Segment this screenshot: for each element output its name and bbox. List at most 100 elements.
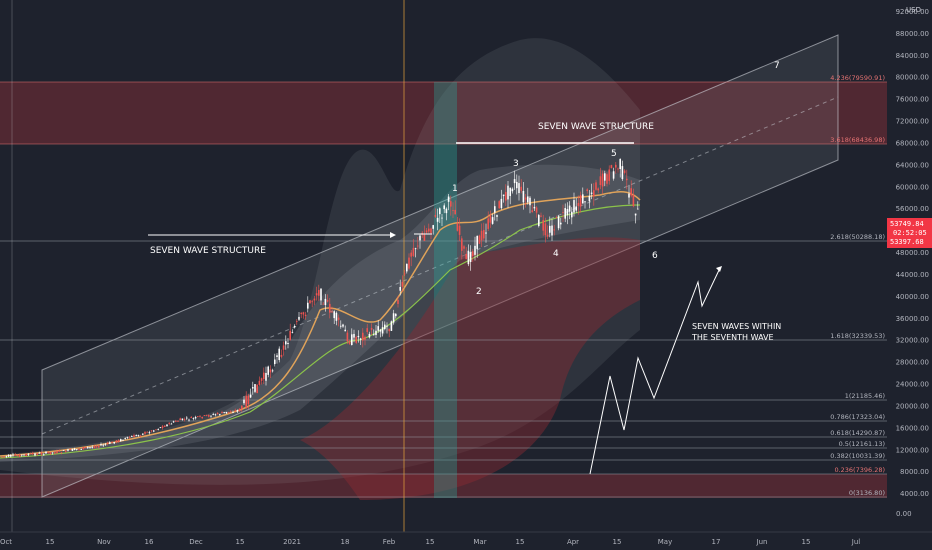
candle-body bbox=[104, 444, 107, 446]
candle-body bbox=[10, 455, 12, 457]
candle-body bbox=[538, 215, 540, 227]
y-tick-label: 8000.00 bbox=[900, 468, 929, 476]
candle-body bbox=[610, 165, 613, 169]
candle-body bbox=[291, 331, 294, 333]
candle-body bbox=[122, 439, 124, 441]
candle-body bbox=[456, 223, 459, 231]
candle-body bbox=[557, 216, 560, 229]
candle-body bbox=[117, 440, 120, 443]
candle-body bbox=[95, 446, 98, 447]
candle-body bbox=[84, 446, 87, 448]
candle-body bbox=[443, 205, 445, 210]
candle-body bbox=[280, 354, 283, 357]
candle-body bbox=[546, 234, 549, 237]
candle-body bbox=[480, 230, 483, 241]
y-tick-label: 12000.00 bbox=[896, 446, 929, 454]
candle-body bbox=[364, 336, 366, 340]
candle-body bbox=[392, 313, 395, 323]
candle-body bbox=[386, 325, 388, 327]
candle-body bbox=[109, 442, 111, 444]
candle-body bbox=[32, 452, 34, 455]
candle-body bbox=[315, 293, 318, 296]
candle-body bbox=[166, 424, 168, 427]
candle-body bbox=[29, 453, 32, 455]
candle-body bbox=[403, 273, 406, 275]
x-tick-label: 15 bbox=[426, 538, 435, 546]
candle-body bbox=[324, 298, 327, 305]
x-tick-label: 18 bbox=[341, 538, 350, 546]
candle-body bbox=[144, 432, 146, 434]
candle-body bbox=[412, 247, 415, 256]
time-axis[interactable] bbox=[0, 532, 932, 550]
fib-level-label: 0.236(7396.28) bbox=[834, 466, 885, 474]
y-tick-label: 4000.00 bbox=[900, 490, 929, 498]
fib-level-label: 2.618(50288.18) bbox=[830, 233, 885, 241]
candle-body bbox=[210, 415, 212, 417]
candle-body bbox=[214, 414, 217, 416]
candle-body bbox=[472, 251, 474, 257]
wave-label-4: 4 bbox=[553, 249, 559, 259]
candle-body bbox=[137, 435, 140, 436]
candle-body bbox=[357, 335, 360, 338]
y-tick-label: 60000.00 bbox=[896, 183, 929, 191]
candle-body bbox=[21, 454, 23, 456]
candle-body bbox=[373, 334, 375, 336]
candle-body bbox=[34, 453, 36, 456]
y-tick-label: 44000.00 bbox=[896, 271, 929, 279]
candle-body bbox=[527, 196, 529, 203]
candle-body bbox=[243, 399, 245, 404]
fib-level-label: 0.786(17323.04) bbox=[830, 413, 885, 421]
candle-body bbox=[595, 182, 597, 190]
candle-body bbox=[417, 245, 419, 247]
candle-body bbox=[23, 454, 25, 456]
candle-body bbox=[408, 257, 410, 269]
annotation-seven-wave-left: SEVEN WAVE STRUCTURE bbox=[150, 246, 266, 256]
candle-body bbox=[271, 370, 274, 372]
candle-body bbox=[115, 440, 118, 442]
candle-body bbox=[274, 359, 276, 365]
candle-body bbox=[80, 449, 82, 450]
candle-body bbox=[485, 232, 487, 234]
candle-body bbox=[298, 316, 300, 320]
candle-body bbox=[102, 444, 104, 446]
candle-body bbox=[254, 384, 256, 392]
candle-body bbox=[375, 330, 377, 335]
y-tick-label: 84000.00 bbox=[896, 52, 929, 60]
candle-body bbox=[566, 209, 569, 216]
x-tick-label: 15 bbox=[236, 538, 245, 546]
price-axis[interactable] bbox=[887, 0, 932, 532]
candle-body bbox=[483, 229, 485, 239]
candle-body bbox=[571, 211, 573, 218]
candle-body bbox=[232, 412, 234, 413]
candle-body bbox=[113, 442, 115, 444]
fib-level-label: 1(21185.46) bbox=[845, 392, 885, 400]
candle-body bbox=[335, 312, 338, 321]
candle-body bbox=[414, 248, 417, 250]
candle-body bbox=[98, 445, 100, 448]
fib-lines bbox=[0, 81, 887, 498]
candle-body bbox=[300, 312, 302, 314]
moving-average-orange bbox=[0, 190, 641, 457]
fib-level-label: 0(3136.80) bbox=[849, 489, 885, 497]
y-tick-label: 72000.00 bbox=[896, 118, 929, 126]
candle-body bbox=[258, 380, 261, 385]
candle-body bbox=[507, 185, 509, 200]
candle-body bbox=[225, 411, 228, 414]
candle-body bbox=[67, 449, 69, 451]
x-tick-label: Mar bbox=[473, 538, 486, 546]
candle-body bbox=[62, 450, 65, 451]
candle-body bbox=[203, 415, 206, 417]
candle-body bbox=[432, 225, 434, 229]
x-tick-label: 15 bbox=[516, 538, 525, 546]
fib-zone-upper bbox=[0, 82, 887, 144]
moving-average-green bbox=[0, 204, 641, 459]
fib-level-label: 3.618(68436.98) bbox=[830, 136, 885, 144]
candle-body bbox=[309, 300, 311, 304]
candle-body bbox=[441, 217, 443, 219]
candle-body bbox=[201, 416, 203, 419]
fib-level-label: 0.618(14290.87) bbox=[830, 429, 885, 437]
x-tick-label: Jul bbox=[851, 538, 861, 546]
candle-body bbox=[16, 455, 19, 457]
candle-body bbox=[434, 214, 437, 217]
